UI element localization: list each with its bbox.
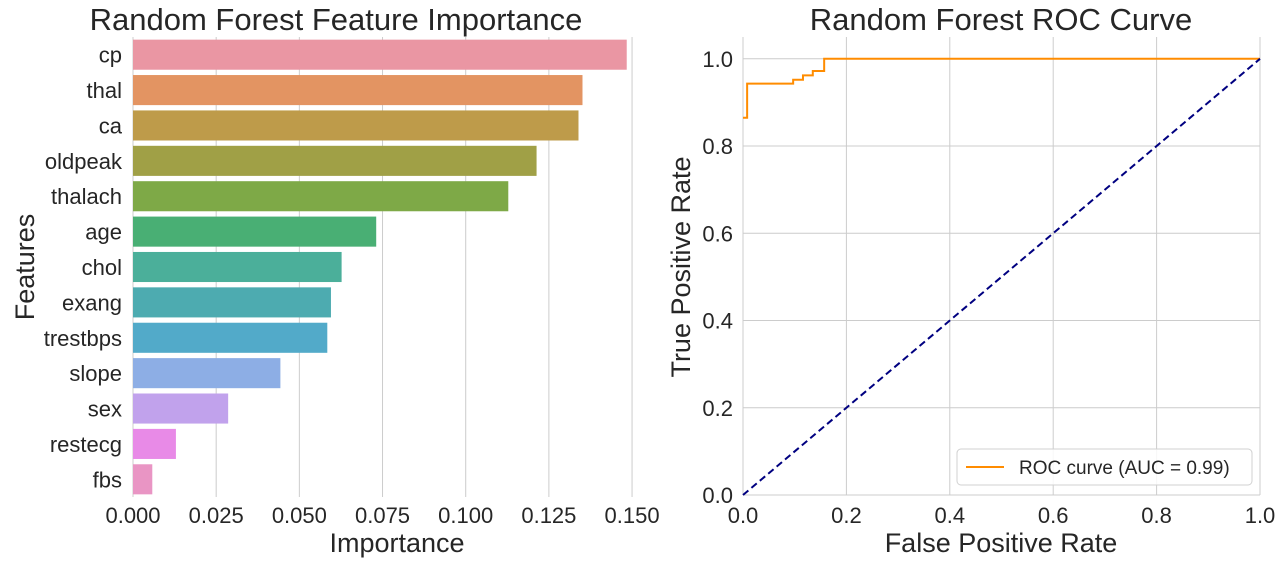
x-tick-label: 0.100 [438, 503, 493, 528]
y-tick-label: chol [82, 255, 122, 280]
x-tick-label: 0.4 [935, 503, 966, 528]
y-tick-label: slope [69, 361, 122, 386]
right-x-axis-label: False Positive Rate [885, 528, 1118, 558]
y-tick-label: 0.6 [702, 221, 733, 246]
bar-cp [133, 39, 627, 70]
y-tick-label: 1.0 [702, 47, 733, 72]
y-tick-label: 0.4 [702, 309, 733, 334]
x-tick-label: 0.0 [728, 503, 759, 528]
x-tick-label: 0.125 [521, 503, 576, 528]
x-tick-label: 0.6 [1038, 503, 1069, 528]
right-y-axis-label: True Positive Rate [666, 156, 696, 377]
bar-slope [133, 358, 281, 389]
left-y-axis-label: Features [10, 214, 40, 321]
x-tick-label: 0.075 [355, 503, 410, 528]
legend: ROC curve (AUC = 0.99) [956, 448, 1253, 486]
y-tick-label: ca [99, 113, 123, 138]
y-tick-label: oldpeak [45, 149, 123, 174]
y-tick-label: age [85, 220, 122, 245]
y-tick-label: thal [87, 78, 122, 103]
x-tick-label: 0.025 [189, 503, 244, 528]
y-tick-label: 0.0 [702, 483, 733, 508]
y-tick-label: fbs [93, 467, 122, 492]
roc-curve-line [743, 57, 1260, 119]
legend-box [956, 448, 1253, 486]
bar-exang [133, 287, 331, 318]
y-tick-label: exang [62, 290, 122, 315]
x-tick-label: 0.8 [1141, 503, 1172, 528]
x-tick-label: 0.050 [272, 503, 327, 528]
bar-sex [133, 393, 229, 424]
bar-chol [133, 251, 342, 283]
y-tick-label: thalach [51, 184, 122, 209]
y-tick-label: 0.8 [702, 134, 733, 159]
bar-oldpeak [133, 145, 537, 176]
y-tick-label: restecg [50, 432, 122, 457]
bar-thalach [133, 181, 509, 212]
legend-label-roc: ROC curve (AUC = 0.99) [1019, 458, 1230, 479]
left-chart-title: Random Forest Feature Importance [90, 2, 583, 37]
x-tick-label: 0.2 [831, 503, 862, 528]
y-tick-label: trestbps [44, 326, 122, 351]
bar-trestbps [133, 322, 328, 353]
bar-age [133, 216, 377, 247]
x-tick-label: 1.0 [1245, 503, 1276, 528]
bar-thal [133, 75, 583, 106]
left-x-axis-label: Importance [329, 528, 464, 558]
roc-curve-chart: 0.0 0.2 0.4 0.6 0.8 1.0 0.0 0.2 0.4 0.6 0.8 1.0 ROC … [702, 37, 1275, 528]
bar-fbs [133, 464, 153, 495]
y-tick-label: 0.2 [702, 396, 733, 421]
right-chart-title: Random Forest ROC Curve [810, 2, 1192, 37]
bar-restecg [133, 428, 176, 459]
x-tick-label: 0.150 [605, 503, 660, 528]
x-tick-label: 0.000 [105, 503, 160, 528]
feature-importance-chart: 0.000 0.025 0.050 0.075 0.100 0.125 0.150 cp tha… [44, 37, 660, 528]
bar-ca [133, 110, 579, 141]
y-tick-label: sex [88, 397, 122, 422]
chance-diagonal-line [742, 58, 1261, 496]
y-tick-label: cp [99, 43, 122, 68]
